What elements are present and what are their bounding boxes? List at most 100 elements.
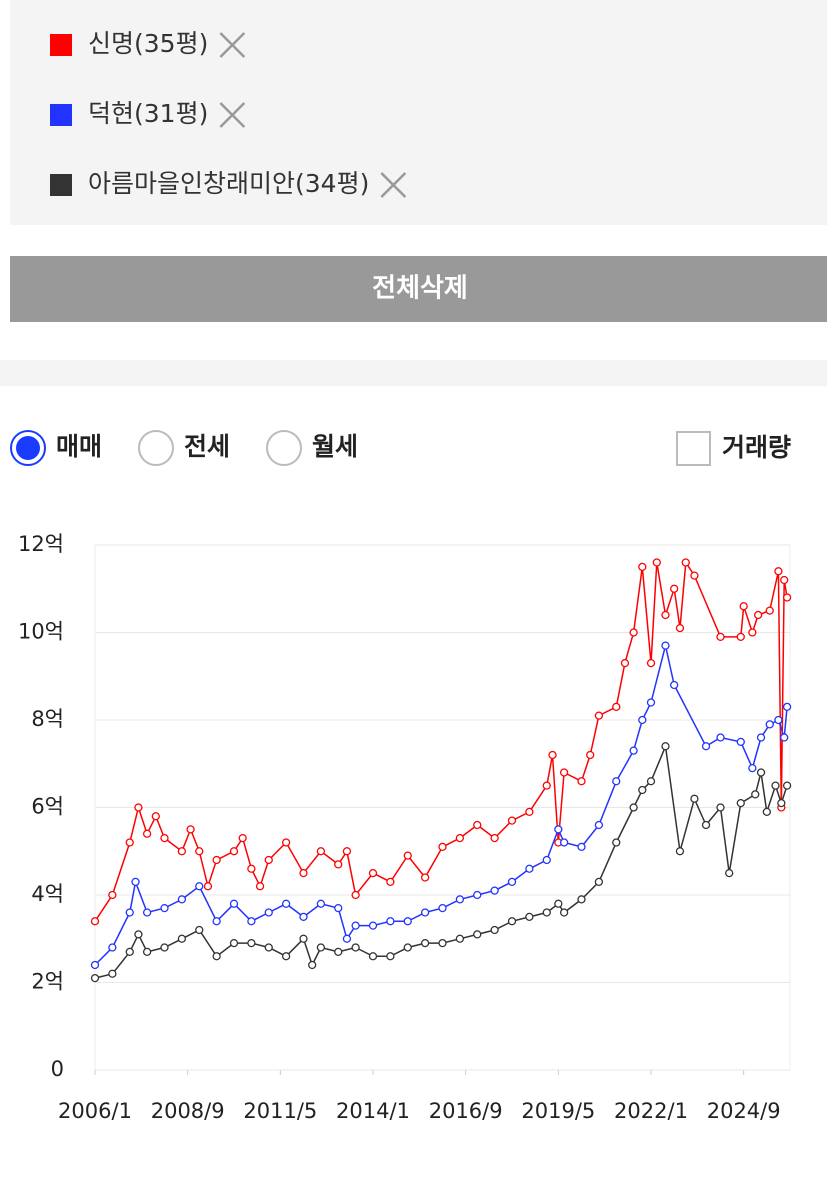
- data-point: [238, 833, 247, 843]
- data-point: [386, 877, 395, 887]
- data-point: [751, 790, 760, 799]
- remove-icon[interactable]: [219, 102, 246, 128]
- data-point: [638, 785, 647, 795]
- x-tick-label: 2008/9: [151, 1099, 225, 1123]
- data-point: [438, 938, 447, 948]
- remove-stroke[interactable]: [380, 172, 407, 198]
- data-point: [334, 947, 343, 957]
- data-point: [542, 908, 551, 917]
- y-tick-label: 12억: [18, 532, 64, 556]
- data-point: [670, 680, 679, 690]
- series-line: [94, 560, 788, 922]
- data-point: [420, 908, 430, 917]
- data-point: [247, 864, 256, 873]
- data-point: [368, 868, 378, 878]
- x-tick-label: 2011/5: [243, 1099, 317, 1123]
- data-point: [675, 623, 685, 633]
- data-point: [264, 855, 273, 865]
- radio-label[interactable]: 매매: [56, 432, 102, 461]
- remove-icon[interactable]: [219, 32, 246, 58]
- radio-label[interactable]: 전세: [184, 432, 230, 461]
- y-tick-label: 2억: [31, 970, 64, 994]
- data-point: [548, 750, 557, 760]
- data-point: [736, 737, 745, 747]
- data-point: [142, 829, 152, 838]
- radio-button[interactable]: [266, 430, 302, 466]
- data-point: [455, 934, 465, 943]
- data-point: [281, 952, 291, 961]
- data-point: [212, 917, 221, 926]
- data-point: [762, 807, 771, 817]
- data-point: [351, 943, 360, 952]
- data-point: [629, 628, 638, 637]
- data-point: [525, 912, 534, 922]
- data-point: [646, 658, 656, 668]
- data-point: [620, 658, 630, 668]
- data-point: [507, 816, 517, 825]
- data-point: [661, 610, 670, 620]
- data-point: [455, 895, 465, 904]
- data-point: [420, 938, 430, 948]
- data-point: [690, 794, 699, 803]
- y-tick-label: 8억: [31, 707, 64, 731]
- data-point: [151, 812, 160, 821]
- compare-panel: [10, 0, 827, 225]
- data-point: [780, 575, 789, 585]
- legend-label: 덕현(31평): [88, 99, 208, 128]
- y-tick-label: 6억: [31, 795, 64, 819]
- data-point: [142, 947, 152, 957]
- data-point: [736, 798, 745, 808]
- data-point: [420, 873, 430, 882]
- remove-stroke[interactable]: [219, 32, 246, 58]
- data-point: [646, 698, 656, 707]
- data-point: [554, 899, 563, 908]
- remove-icon[interactable]: [380, 172, 407, 198]
- separator: [0, 360, 827, 386]
- radio-dot[interactable]: [16, 436, 40, 460]
- data-point: [756, 733, 766, 742]
- data-point: [142, 908, 152, 917]
- data-point: [542, 781, 551, 790]
- data-point: [386, 917, 395, 926]
- data-point: [438, 903, 447, 913]
- data-point: [125, 947, 134, 957]
- data-point: [438, 842, 447, 852]
- checkbox[interactable]: [676, 431, 711, 466]
- remove-stroke[interactable]: [219, 102, 246, 128]
- data-point: [125, 838, 134, 847]
- data-point: [90, 960, 100, 970]
- data-point: [403, 917, 412, 926]
- data-point: [612, 702, 621, 712]
- data-point: [229, 938, 239, 948]
- data-point: [195, 882, 204, 891]
- data-point: [264, 908, 273, 917]
- data-point: [577, 777, 586, 786]
- data-point: [646, 777, 656, 786]
- checkbox-label[interactable]: 거래량: [722, 433, 791, 462]
- radio-group: 매매 전세 월세: [10, 430, 358, 466]
- data-point: [125, 908, 134, 917]
- data-point: [716, 803, 725, 812]
- data-point: [473, 820, 482, 830]
- data-point: [525, 864, 534, 873]
- delete-all-label[interactable]: 전체삭제: [372, 274, 468, 304]
- data-point: [780, 733, 789, 742]
- radio-label[interactable]: 월세: [312, 432, 358, 461]
- radio-button[interactable]: [138, 430, 174, 466]
- data-point: [765, 720, 774, 729]
- data-point: [473, 890, 482, 900]
- data-point: [577, 895, 586, 904]
- data-point: [255, 882, 265, 891]
- data-point: [594, 711, 604, 720]
- data-point: [661, 641, 670, 650]
- delete-all-button[interactable]: [10, 256, 827, 322]
- data-point: [774, 567, 783, 576]
- data-point: [134, 803, 143, 812]
- data-point: [160, 903, 169, 913]
- data-point: [108, 969, 117, 978]
- chart: 0 2억 4억 6억 8억 10억 12억 2006/1 2008/9 2011/5 2014/1 2…: [18, 532, 792, 1123]
- data-point: [351, 890, 360, 900]
- data-point: [753, 610, 763, 620]
